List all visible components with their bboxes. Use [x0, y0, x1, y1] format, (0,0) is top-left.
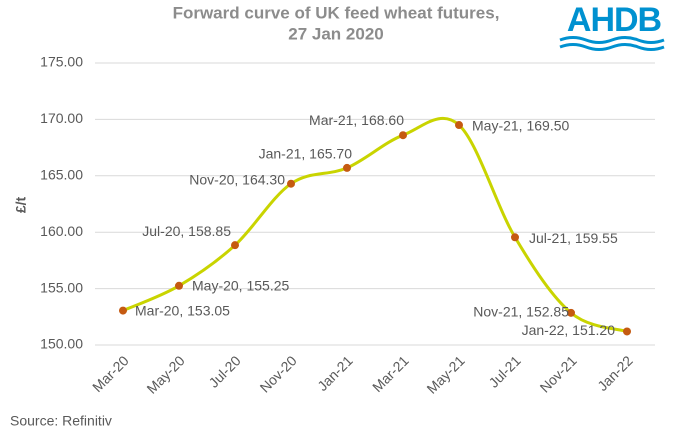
- marker: [623, 327, 631, 336]
- y-tick-label: 150.00: [40, 336, 83, 352]
- x-tick-label: Mar-20: [89, 352, 132, 395]
- data-label: May-20, 155.25: [192, 277, 289, 293]
- data-label: Mar-20, 153.05: [135, 302, 230, 318]
- x-tick-label: May-21: [423, 352, 467, 396]
- marker: [119, 306, 127, 315]
- chart-subtitle: 27 Jan 2020: [288, 24, 383, 43]
- marker: [287, 179, 295, 188]
- y-tick-label: 170.00: [40, 110, 83, 126]
- marker: [567, 308, 575, 317]
- y-tick-label: 160.00: [40, 223, 83, 239]
- y-tick-label: 165.00: [40, 167, 83, 183]
- data-label: May-21, 169.50: [472, 118, 569, 134]
- marker: [399, 131, 407, 140]
- data-label: Nov-20, 164.30: [189, 171, 285, 187]
- source: Source: Refinitiv: [10, 413, 112, 429]
- data-label: Mar-21, 168.60: [309, 112, 404, 128]
- logo-wave: [559, 36, 665, 44]
- data-label: Jul-21, 159.55: [529, 230, 618, 246]
- x-tick-label: Jan-21: [314, 352, 356, 394]
- x-tick-label: Jan-22: [594, 352, 636, 394]
- logo-wave: [559, 43, 665, 51]
- logo: AHDB: [567, 1, 662, 39]
- data-label: Nov-21, 152.85: [473, 304, 569, 320]
- marker: [343, 163, 351, 172]
- data-label: Jul-20, 158.85: [142, 223, 231, 239]
- marker: [455, 121, 463, 130]
- x-tick-label: Nov-21: [537, 352, 580, 395]
- x-tick-label: May-20: [143, 352, 187, 396]
- chart-title: Forward curve of UK feed wheat futures,: [173, 3, 500, 22]
- x-tick-label: Mar-21: [369, 352, 412, 395]
- y-tick-label: 155.00: [40, 279, 83, 295]
- line: [122, 117, 628, 333]
- x-tick-label: Jul-21: [485, 352, 523, 390]
- y-axis-label: £/t: [13, 196, 29, 213]
- marker: [511, 233, 519, 242]
- marker: [175, 281, 183, 290]
- data-label: Jan-21, 165.70: [259, 146, 353, 162]
- marker: [231, 241, 239, 250]
- y-tick-label: 175.00: [40, 54, 83, 70]
- x-tick-label: Nov-20: [257, 352, 300, 395]
- data-label: Jan-22, 151.20: [522, 322, 616, 338]
- x-tick-label: Jul-20: [205, 352, 243, 390]
